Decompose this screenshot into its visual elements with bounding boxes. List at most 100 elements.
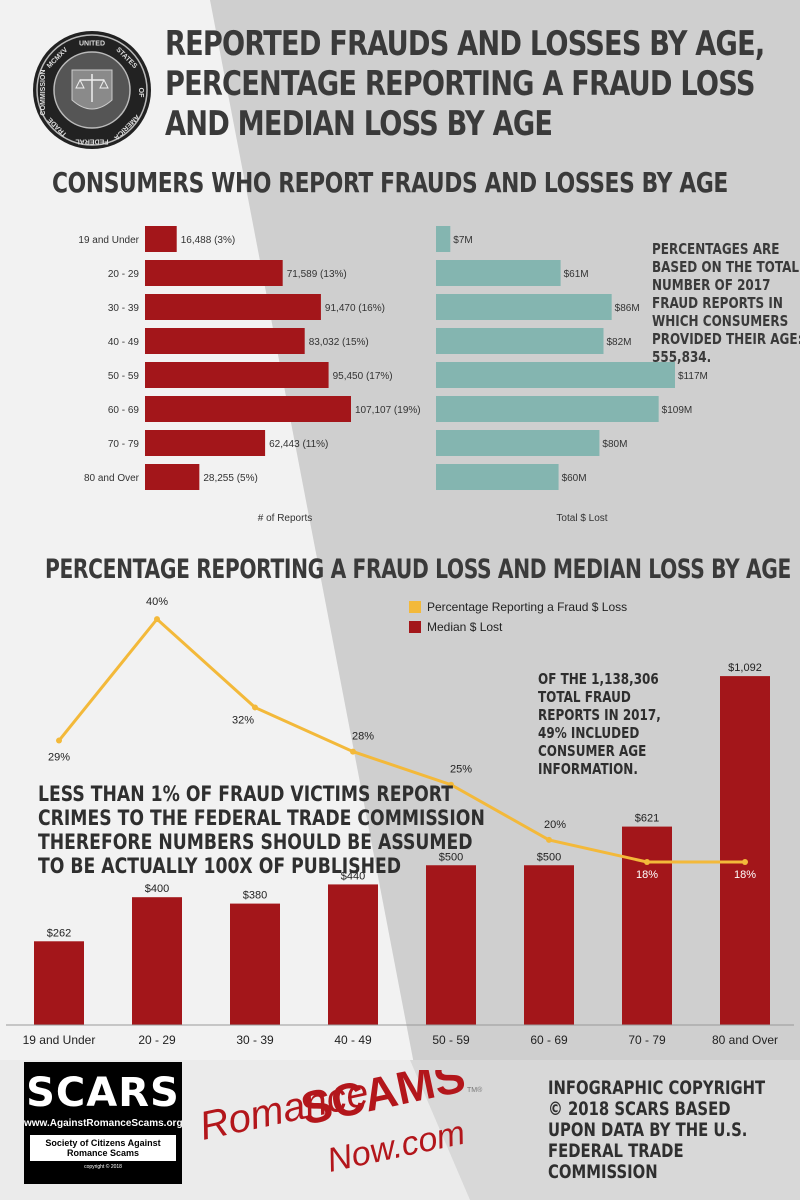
age-tick-label: 30 - 39 [108, 303, 140, 314]
loss-bar [436, 362, 675, 388]
fraud-loss-pct-point [350, 748, 356, 755]
median-loss-data-label: $1,092 [728, 662, 762, 674]
loss-data-label: $80M [602, 439, 627, 450]
reports-data-label: 91,470 (16%) [325, 303, 385, 314]
seal-word: OF [137, 88, 144, 98]
romance-scams-now-logo: Romance SCAMS Now.com TM® [196, 1070, 483, 1180]
fraud-loss-pct-label: 25% [450, 764, 472, 776]
seal-word: FEDERAL [75, 138, 109, 145]
loss-bar [436, 430, 600, 456]
reports-data-label: 71,589 (13%) [287, 269, 347, 280]
section-title-reports: CONSUMERS WHO REPORT FRAUDS AND LOSSES B… [52, 166, 728, 199]
reports-bar [145, 328, 305, 354]
reports-bar [145, 430, 266, 456]
reports-bar [145, 464, 200, 490]
scars-logo-name: SCARS [26, 1070, 180, 1116]
fraud-loss-pct-label: 18% [734, 869, 756, 881]
age-tick-label: 30 - 39 [236, 1033, 274, 1047]
loss-bar [436, 226, 451, 252]
fraud-loss-pct-point [644, 859, 650, 865]
age-tick-label: 60 - 69 [108, 405, 140, 416]
legend-label-line: Percentage Reporting a Fraud $ Loss [427, 600, 627, 614]
rsn-logo-tm: TM® [467, 1086, 483, 1094]
age-tick-label: 80 and Over [712, 1033, 778, 1047]
median-loss-bar [426, 865, 476, 1025]
fraud-loss-pct-line [57, 616, 745, 864]
reports-bar [145, 260, 283, 286]
median-loss-data-label: $500 [537, 851, 561, 863]
age-tick-label: 40 - 49 [334, 1033, 372, 1047]
reports-data-label: 107,107 (19%) [355, 405, 421, 416]
copyright-text: INFOGRAPHIC COPYRIGHT © 2018 SCARS BASED… [548, 1077, 766, 1183]
loss-bar [436, 328, 604, 354]
legend-swatch-line [409, 601, 421, 613]
percentages-note: PERCENTAGES ARE BASED ON THE TOTAL NUMBE… [652, 240, 800, 366]
median-loss-bar [720, 676, 770, 1025]
legend-label-bars: Median $ Lost [427, 620, 503, 634]
loss-data-label: $61M [564, 269, 589, 280]
reports-losses-chart: 19 and Under 16,488 (3%) $7M 20 - 29 71,589 … [78, 226, 708, 524]
reports-data-label: 16,488 (3%) [181, 235, 235, 246]
warning-text: LESS THAN 1% OF FRAUD VICTIMS REPORT CRI… [38, 782, 485, 878]
reports-data-label: 28,255 (5%) [203, 473, 257, 484]
median-loss-data-label: $440 [341, 870, 365, 882]
loss-bar [436, 294, 612, 320]
fraud-loss-pct-label: 40% [146, 596, 168, 608]
reports-data-label: 62,443 (11%) [269, 439, 328, 450]
scars-logo-society: Society of Citizens Against Romance Scam… [30, 1135, 176, 1161]
age-tick-label: 80 and Over [84, 473, 140, 484]
fraud-loss-pct-label: 18% [636, 869, 658, 881]
median-loss-bar [524, 865, 574, 1025]
seal-word: UNITED [79, 41, 105, 48]
median-loss-data-label: $621 [635, 813, 659, 825]
fraud-loss-pct-label: 29% [48, 752, 70, 764]
fraud-loss-pct-point [448, 781, 454, 788]
age-tick-label: 20 - 29 [108, 269, 140, 280]
fraud-loss-pct-point [546, 836, 552, 843]
reports-bar [145, 226, 177, 252]
age-tick-label: 50 - 59 [108, 371, 140, 382]
fraud-loss-pct-point [252, 704, 258, 711]
fraud-loss-pct-label: 20% [544, 819, 566, 831]
age-tick-label: 19 and Under [78, 235, 139, 246]
scars-logo-copyright: copyright © 2018 [84, 1164, 122, 1170]
median-loss-data-label: $400 [145, 883, 169, 895]
age-tick-label: 70 - 79 [108, 439, 140, 450]
loss-bar [436, 260, 561, 286]
loss-data-label: $117M [678, 371, 708, 382]
reports-axis-label: # of Reports [258, 513, 312, 524]
fraud-loss-pct-label: 28% [352, 731, 374, 743]
section-title-median: PERCENTAGE REPORTING A FRAUD LOSS AND ME… [45, 554, 792, 585]
median-loss-data-label: $500 [439, 851, 463, 863]
loss-data-label: $109M [662, 405, 693, 416]
reports-bar [145, 362, 329, 388]
loss-data-label: $82M [607, 337, 632, 348]
page-title: REPORTED FRAUDS AND LOSSES BY AGE, PERCE… [165, 24, 765, 144]
fraud-loss-pct-point [56, 737, 62, 744]
median-loss-bar [230, 903, 280, 1025]
loss-axis-label: Total $ Lost [556, 513, 607, 524]
reports-data-label: 83,032 (15%) [309, 337, 369, 348]
loss-data-label: $86M [615, 303, 640, 314]
median-loss-bar [622, 826, 672, 1025]
reports-bar [145, 294, 321, 320]
age-tick-label: 40 - 49 [108, 337, 140, 348]
loss-data-label: $7M [453, 235, 472, 246]
loss-bar [436, 396, 659, 422]
age-tick-label: 20 - 29 [138, 1033, 176, 1047]
median-loss-data-label: $262 [47, 927, 71, 939]
loss-data-label: $60M [562, 473, 587, 484]
age-tick-label: 19 and Under [23, 1033, 96, 1047]
ftc-seal: UNITEDSTATESOFAMERICAFEDERALTRADECOMMISS… [33, 31, 151, 149]
seal-word: COMMISSION [40, 70, 47, 116]
median-loss-bar [132, 897, 182, 1025]
age-tick-label: 60 - 69 [530, 1033, 568, 1047]
loss-bar [436, 464, 559, 490]
median-loss-chart: $262 19 and Under $400 20 - 29 $380 30 - 39 $4… [6, 596, 794, 1047]
fraud-loss-pct-label: 32% [232, 714, 254, 726]
median-loss-data-label: $380 [243, 890, 267, 902]
reports-data-label: 95,450 (17%) [333, 371, 393, 382]
reports-bar [145, 396, 351, 422]
legend-swatch-bars [409, 621, 421, 633]
median-loss-bar [34, 941, 84, 1025]
